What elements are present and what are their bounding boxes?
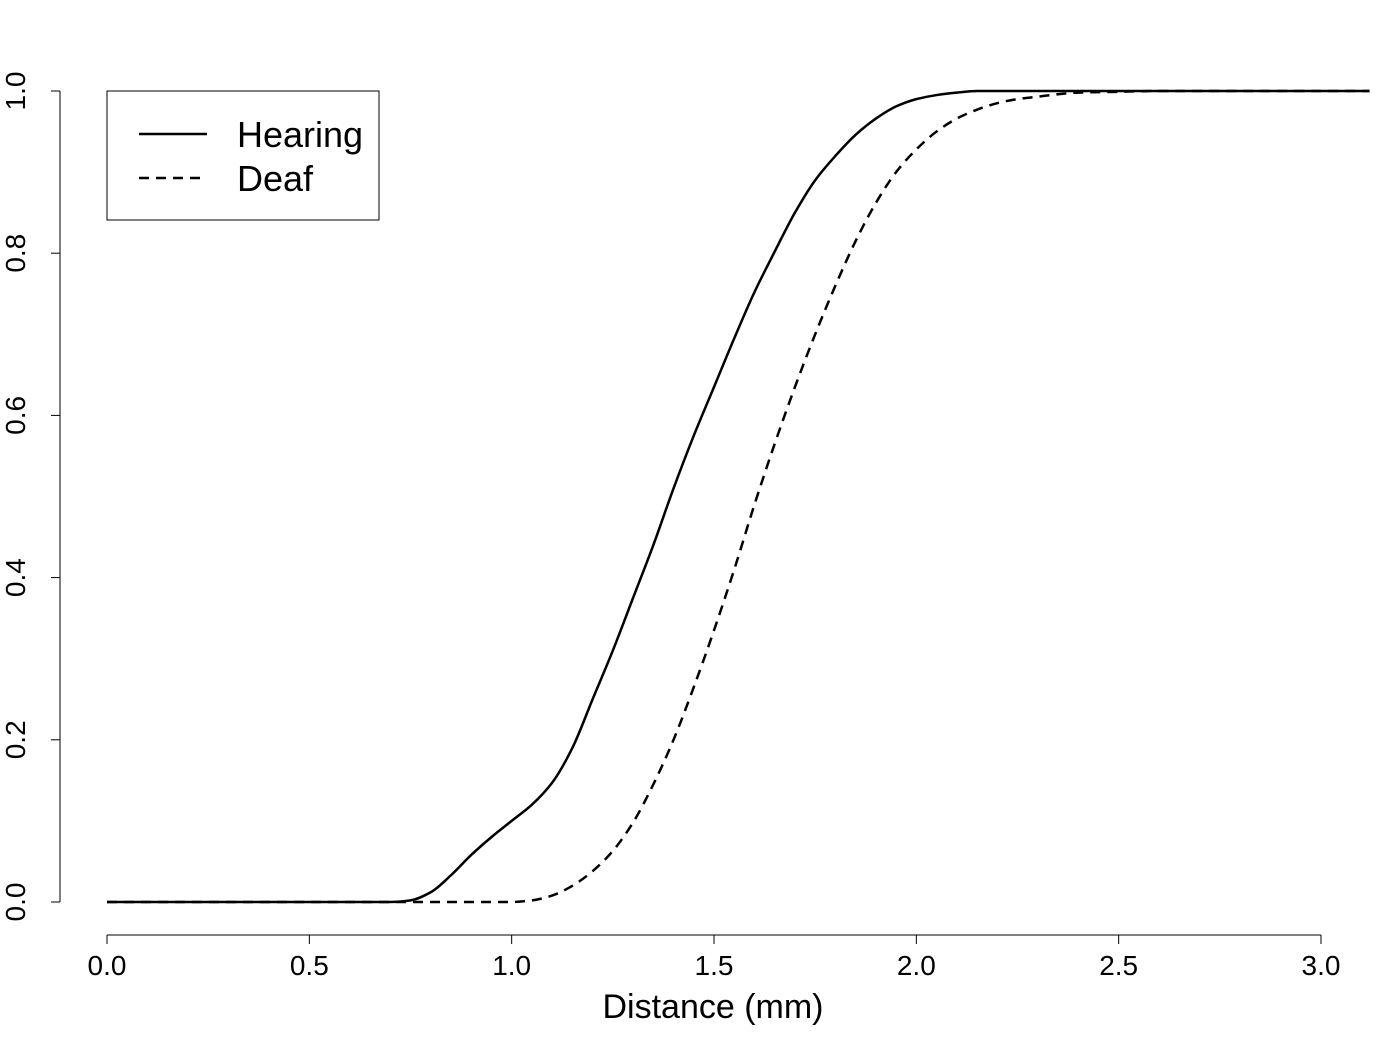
x-axis: 0.0 0.5 1.0 1.5 2.0 2.5 3.0	[88, 934, 1341, 981]
legend-label-hearing: Hearing	[237, 114, 363, 155]
y-axis: 0.0 0.2 0.4 0.6 0.8 1.0	[0, 72, 61, 922]
x-tick-label: 3.0	[1302, 950, 1341, 981]
y-tick-label: 0.0	[0, 883, 31, 922]
x-tick-label: 0.0	[88, 950, 127, 981]
x-tick-label: 1.5	[695, 950, 734, 981]
legend-label-deaf: Deaf	[237, 158, 314, 199]
x-tick-label: 2.0	[897, 950, 936, 981]
series-line-deaf	[106, 89, 1370, 904]
y-tick-label: 0.8	[0, 234, 31, 273]
y-tick-label: 0.2	[0, 720, 31, 759]
legend-box	[106, 90, 380, 221]
x-tick-label: 0.5	[290, 950, 329, 981]
y-tick-label: 0.4	[0, 558, 31, 597]
x-tick-label: 2.5	[1099, 950, 1138, 981]
series-line-hearing	[106, 89, 1370, 904]
x-axis-title: Distance (mm)	[602, 988, 823, 1026]
x-tick-label: 1.0	[492, 950, 531, 981]
y-tick-label: 0.6	[0, 396, 31, 435]
legend: Hearing Deaf	[106, 90, 380, 221]
y-tick-label: 1.0	[0, 72, 31, 111]
series-layer	[106, 89, 1370, 904]
